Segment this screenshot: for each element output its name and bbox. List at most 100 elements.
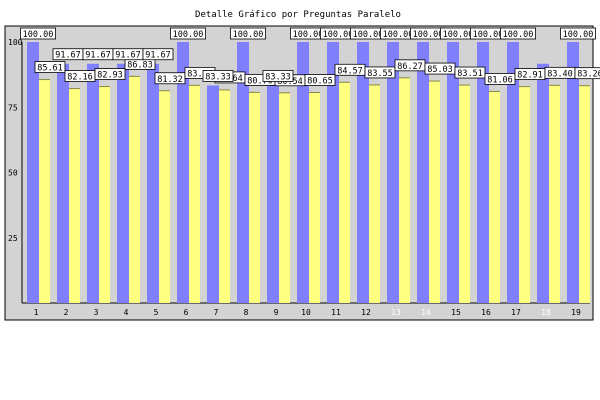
bar-series-2 xyxy=(189,85,200,303)
data-label-series-1: 91.67 xyxy=(112,48,144,61)
data-label-text: 83.38 xyxy=(187,69,213,79)
x-tick-label: 6 xyxy=(184,308,189,317)
x-tick-label: 5 xyxy=(154,308,159,317)
data-label-text: 80.70 xyxy=(247,76,273,86)
bar-series-1 xyxy=(537,63,549,303)
data-label-text: 83.26 xyxy=(577,70,600,80)
y-tick-label: 25 xyxy=(8,234,18,243)
y-tick-label: 100 xyxy=(8,38,23,47)
data-label-text: 91.67 xyxy=(55,51,81,61)
bar-series-1 xyxy=(567,42,579,303)
bars xyxy=(27,42,590,304)
x-tick-label: 19 xyxy=(571,308,581,317)
data-label-box xyxy=(304,74,336,86)
data-label-box xyxy=(262,70,294,82)
bar-series-1 xyxy=(297,42,309,303)
bar-series-1 xyxy=(357,42,369,303)
data-label-text: 100.00 xyxy=(23,30,54,40)
chart-title: Detalle Gráfico por Preguntas Paralelo xyxy=(195,10,401,20)
data-label-text: 100.00 xyxy=(413,30,444,40)
x-tick-label: 8 xyxy=(244,308,249,317)
x-tick-label: 7 xyxy=(214,308,219,317)
data-label-series-2: 83.26 xyxy=(574,67,600,80)
data-label-text: 100.00 xyxy=(443,30,474,40)
data-label-text: 83.33 xyxy=(265,73,291,83)
data-label-box xyxy=(169,27,206,40)
bar-series-2 xyxy=(309,92,320,303)
data-label-series-2: 80.65 xyxy=(304,74,336,87)
bar-series-2 xyxy=(219,89,230,303)
data-label-text: 100.00 xyxy=(383,30,414,40)
bar-series-1 xyxy=(447,42,459,303)
data-label-text: 86.27 xyxy=(397,62,423,72)
data-label-text: 91.67 xyxy=(145,51,171,61)
data-label-series-2: 82.93 xyxy=(94,68,126,81)
bar-series-1 xyxy=(237,42,249,303)
bar-series-1 xyxy=(417,42,429,303)
bar-series-2 xyxy=(549,85,560,304)
data-label-text: 85.03 xyxy=(427,65,453,75)
bar-series-2 xyxy=(129,76,140,303)
data-label-text: 83.40 xyxy=(547,69,573,79)
data-label-text: 100.00 xyxy=(293,30,324,40)
data-label-text: 82.91 xyxy=(517,71,543,81)
x-tick-label: 2 xyxy=(64,308,69,317)
data-label-box xyxy=(499,27,536,40)
data-label-text: 91.67 xyxy=(85,51,111,61)
data-label-series-2: 86.27 xyxy=(394,59,426,72)
data-label-series-1: 91.67 xyxy=(142,48,174,61)
data-label-series-1: 83.33 xyxy=(262,70,294,83)
data-label-text: 100.00 xyxy=(473,30,504,40)
bar-series-2 xyxy=(459,85,470,303)
y-tick-label: 50 xyxy=(8,169,18,178)
data-label-series-2: 82.91 xyxy=(514,68,546,81)
data-label-box xyxy=(202,70,234,82)
bar-series-1 xyxy=(27,42,39,303)
data-label-series-2: 83.55 xyxy=(364,66,396,79)
data-label-text: 100.00 xyxy=(323,30,354,40)
data-label-series-1: 83.33 xyxy=(202,70,234,83)
data-label-text: 100.00 xyxy=(563,30,594,40)
data-label-series-2: 83.51 xyxy=(454,66,486,79)
bar-series-1 xyxy=(57,63,69,303)
data-label-box xyxy=(19,27,57,40)
data-label-box xyxy=(574,67,600,80)
bar-series-2 xyxy=(99,86,110,303)
data-label-text: 81.06 xyxy=(487,75,513,85)
bar-series-1 xyxy=(117,63,129,303)
data-label-text: 100.00 xyxy=(353,30,384,40)
x-tick-label: 18 xyxy=(541,308,551,317)
data-label-box xyxy=(34,61,66,73)
data-label-text: 85.61 xyxy=(37,64,63,74)
bar-series-1 xyxy=(477,42,489,303)
x-tick-label: 16 xyxy=(481,308,491,317)
data-label-series-1: 100.00 xyxy=(19,27,57,40)
data-label-text: 80.65 xyxy=(307,77,333,87)
data-label-series-1: 100.00 xyxy=(560,27,597,40)
data-label-series-2: 82.16 xyxy=(64,70,96,83)
data-label-text: 91.67 xyxy=(115,51,141,61)
data-label-series-2: 81.32 xyxy=(154,72,186,85)
x-tick-label: 13 xyxy=(391,308,401,317)
data-label-series-2: 85.61 xyxy=(34,61,66,74)
bar-series-1 xyxy=(87,63,99,303)
bar-series-2 xyxy=(39,79,50,304)
data-labels: 85.6182.1682.9386.8381.3283.3881.6480.70… xyxy=(19,27,600,87)
x-tick-label: 4 xyxy=(124,308,129,317)
data-label-box xyxy=(142,48,174,61)
data-label-text: 81.32 xyxy=(157,75,183,85)
data-label-text: 83.33 xyxy=(205,73,231,83)
x-tick-label: 14 xyxy=(421,308,431,317)
data-label-text: 100.00 xyxy=(503,30,534,40)
bar-series-2 xyxy=(519,86,530,304)
data-label-series-1: 91.67 xyxy=(52,48,84,61)
bar-series-2 xyxy=(249,92,260,303)
data-label-box xyxy=(454,66,486,79)
bar-series-1 xyxy=(327,42,339,303)
x-axis: 1 2 3 4 5 6 7 8 9 10 11 12 13 14 15 16 17 18 19 xyxy=(34,308,581,317)
data-label-series-2: 81.06 xyxy=(484,73,516,85)
x-tick-label: 9 xyxy=(274,308,279,317)
data-label-text: 84.57 xyxy=(337,66,363,76)
bar-series-1 xyxy=(177,42,189,303)
